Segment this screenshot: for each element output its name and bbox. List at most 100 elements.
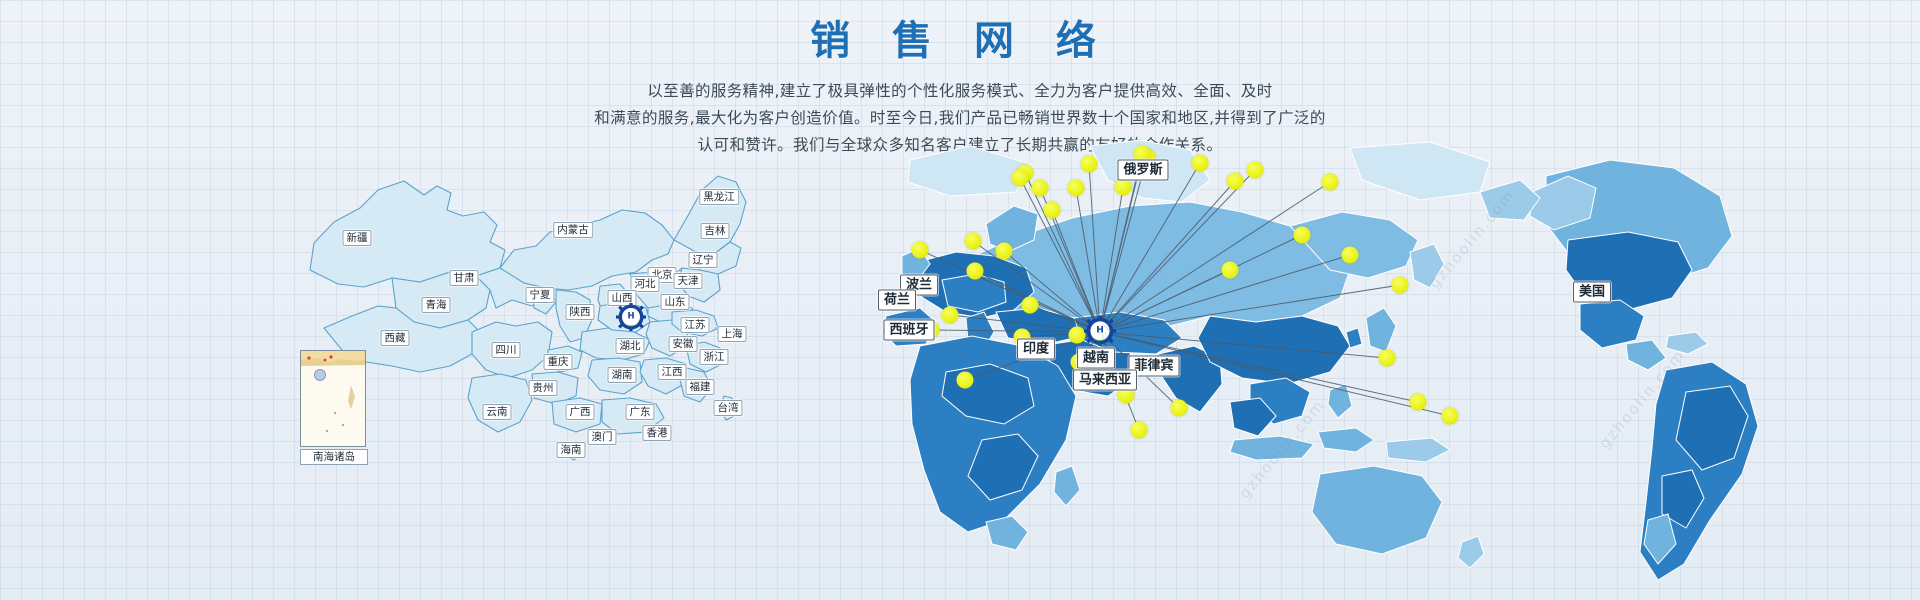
route-line	[1099, 254, 1351, 333]
city-dot[interactable]	[995, 242, 1013, 260]
province-label: 浙江	[699, 349, 729, 365]
city-dot[interactable]	[1130, 421, 1148, 439]
page-header: 销 售 网 络 以至善的服务精神,建立了极具弹性的个性化服务模式、全力为客户提供…	[0, 0, 1920, 159]
inset-map-svg	[301, 351, 365, 433]
city-dot[interactable]	[1031, 179, 1049, 197]
city-dot[interactable]	[956, 371, 974, 389]
route-line	[1024, 172, 1101, 333]
province-label: 湖北	[615, 338, 645, 354]
city-dot[interactable]	[1170, 399, 1188, 417]
maps-container: 新疆 黑龙江 吉林 内蒙古 辽宁 北京 天津 河北 甘肃 宁夏 山西 山东 青海 陕西 江苏 上海 西藏 四川 湖北…	[0, 139, 1920, 600]
page-title: 销 售 网 络	[810, 18, 1110, 64]
svg-text:H: H	[627, 312, 634, 322]
china-map-svg	[309, 175, 747, 461]
province-label: 贵州	[528, 380, 558, 396]
province-label: 河北	[630, 276, 660, 292]
city-dot[interactable]	[1011, 169, 1029, 187]
city-dot[interactable]	[1391, 276, 1409, 294]
city-dot[interactable]	[966, 262, 984, 280]
city-dot[interactable]	[1409, 393, 1427, 411]
country-label: 马来西亚	[1072, 369, 1138, 391]
province-label: 吉林	[700, 223, 730, 239]
province-label: 湖南	[607, 367, 637, 383]
route-line	[1099, 169, 1256, 333]
province-label: 海南	[556, 442, 586, 458]
company-headquarters-marker[interactable]: H	[1084, 316, 1116, 348]
inset-caption: 南海诸岛	[300, 449, 368, 465]
province-label: 新疆	[342, 230, 372, 246]
province-label: 四川	[491, 342, 521, 358]
country-label: 印度	[1016, 338, 1056, 360]
route-line	[1099, 181, 1331, 333]
province-label: 甘肃	[449, 270, 479, 286]
route-line	[1003, 250, 1101, 333]
route-line	[1099, 331, 1419, 403]
city-dot[interactable]	[964, 232, 982, 250]
city-dot[interactable]	[1293, 226, 1311, 244]
province-label: 江西	[657, 364, 687, 380]
province-label: 香港	[642, 425, 672, 441]
city-dot[interactable]	[1191, 154, 1209, 172]
province-label: 福建	[685, 379, 715, 395]
province-label: 台湾	[713, 400, 743, 416]
gear-logo-icon: H	[1084, 316, 1116, 346]
province-label: 辽宁	[688, 252, 718, 268]
city-dot[interactable]	[1067, 179, 1085, 197]
province-label: 内蒙古	[553, 222, 593, 238]
city-dot[interactable]	[1378, 349, 1396, 367]
route-line	[1051, 209, 1101, 333]
intro-line-3: 认可和赞许。我们与全球众多知名客户建立了长期共赢的友好的合作关系。	[697, 136, 1223, 154]
country-label: 俄罗斯	[1117, 159, 1169, 181]
route-line	[1088, 163, 1101, 333]
city-dot[interactable]	[1117, 386, 1135, 404]
province-label: 重庆	[543, 354, 573, 370]
country-label: 荷兰	[877, 289, 917, 311]
province-label: 青海	[421, 297, 451, 313]
city-dot[interactable]	[1114, 178, 1132, 196]
province-label: 广西	[565, 404, 595, 420]
world-map-svg	[881, 139, 1759, 581]
route-line	[1099, 284, 1401, 333]
route-line	[1075, 187, 1101, 333]
south-china-sea-inset[interactable]: 南海诸岛	[300, 350, 368, 465]
route-line	[1099, 331, 1388, 359]
province-label: 上海	[717, 326, 747, 342]
route-line	[919, 249, 1101, 333]
city-dot[interactable]	[1080, 155, 1098, 173]
city-dot[interactable]	[911, 241, 929, 259]
world-map[interactable]: 俄罗斯 美国 波兰 荷兰 西班牙 印度 越南 菲律宾 马来西亚	[790, 139, 1920, 600]
city-dot[interactable]	[1068, 326, 1086, 344]
city-dot[interactable]	[1021, 296, 1039, 314]
city-dot[interactable]	[1246, 161, 1264, 179]
route-line	[1099, 234, 1303, 333]
route-line	[1099, 186, 1124, 333]
city-dot[interactable]	[1133, 145, 1151, 163]
province-label: 黑龙江	[699, 189, 739, 205]
route-line	[1099, 331, 1451, 417]
city-dot[interactable]	[1321, 173, 1339, 191]
company-headquarters-marker[interactable]: H	[616, 303, 646, 333]
city-dot[interactable]	[941, 306, 959, 324]
intro-paragraph: 以至善的服务精神,建立了极具弹性的个性化服务模式、全力为客户提供高效、全面、及时…	[0, 78, 1920, 159]
city-dot[interactable]	[1441, 407, 1459, 425]
city-dot[interactable]	[1226, 172, 1244, 190]
intro-line-2: 和满意的服务,最大化为客户创造价值。时至今日,我们产品已畅销世界数十个国家和地区…	[594, 109, 1326, 127]
china-map[interactable]: 新疆 黑龙江 吉林 内蒙古 辽宁 北京 天津 河北 甘肃 宁夏 山西 山东 青海 陕西 江苏 上海 西藏 四川 湖北…	[300, 150, 760, 480]
intro-line-1: 以至善的服务精神,建立了极具弹性的个性化服务模式、全力为客户提供高效、全面、及时	[647, 82, 1273, 100]
route-line	[1099, 153, 1143, 333]
province-label: 云南	[482, 404, 512, 420]
province-label: 江苏	[680, 317, 710, 333]
route-line	[1099, 156, 1148, 333]
route-line	[972, 240, 1101, 333]
city-dot[interactable]	[1043, 201, 1061, 219]
province-label: 安徽	[668, 336, 698, 352]
province-label: 广东	[625, 404, 655, 420]
city-dot[interactable]	[1221, 261, 1239, 279]
province-label: 西藏	[380, 330, 410, 346]
province-label: 山东	[660, 294, 690, 310]
country-label: 菲律宾	[1128, 355, 1180, 377]
route-line	[1019, 177, 1101, 333]
gear-logo-icon: H	[616, 303, 646, 331]
city-dot[interactable]	[1341, 246, 1359, 264]
